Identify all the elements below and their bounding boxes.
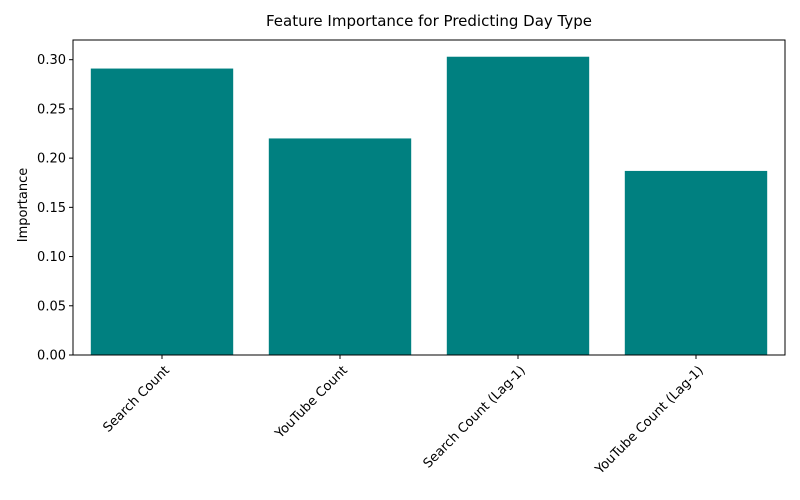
y-tick-label: 0.20 <box>37 152 66 167</box>
x-tick-label: YouTube Count (Lag-1) <box>592 363 707 478</box>
bar <box>446 56 590 355</box>
x-tick-label: Search Count (Lag-1) <box>421 363 529 471</box>
x-tick-label: Search Count <box>100 363 172 435</box>
bar <box>268 138 412 355</box>
x-tick-label: YouTube Count <box>272 363 351 442</box>
y-axis-ticks: 0.00 0.05 0.10 0.15 0.20 0.25 0.30 <box>37 53 73 364</box>
y-tick-label: 0.00 <box>37 349 66 364</box>
x-axis-ticks: Search Count YouTube Count Search Count (L… <box>100 355 707 478</box>
plot-frame <box>72 39 786 356</box>
bar <box>624 170 768 355</box>
bar <box>90 68 234 356</box>
y-axis-label: Importance <box>16 168 31 243</box>
y-tick-label: 0.25 <box>37 102 66 117</box>
y-tick-label: 0.15 <box>37 201 66 216</box>
y-tick-label: 0.05 <box>37 299 66 314</box>
chart-title: Feature Importance for Predicting Day Ty… <box>266 12 592 30</box>
y-tick-label: 0.10 <box>37 250 66 265</box>
y-tick-label: 0.30 <box>37 53 66 68</box>
bars-group <box>90 56 768 356</box>
